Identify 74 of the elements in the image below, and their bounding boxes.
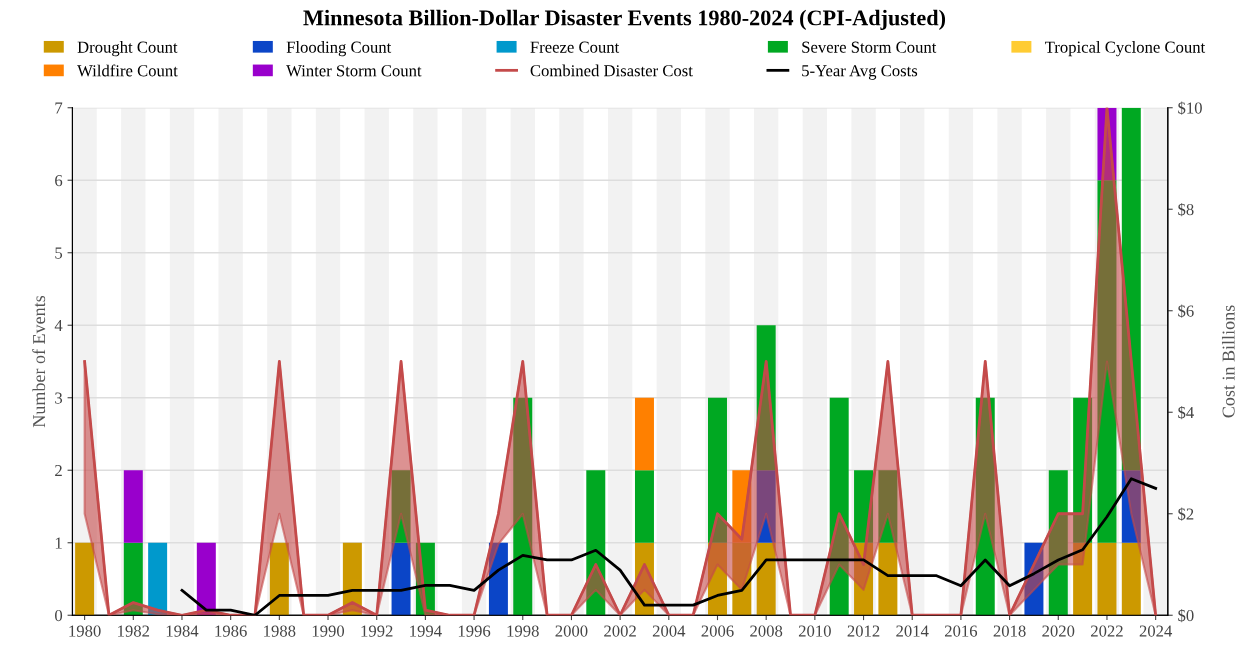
x-tick-label: 2006 <box>701 625 734 637</box>
bar <box>123 470 143 543</box>
x-tick-label: 1986 <box>215 625 247 637</box>
x-tick-label: 1988 <box>264 625 296 637</box>
bar <box>196 542 216 616</box>
y-tick-label: 1 <box>55 537 62 549</box>
bar <box>1097 542 1117 616</box>
x-tick-label: 1990 <box>312 625 345 637</box>
x-tick-label: 2024 <box>1139 625 1173 637</box>
x-tick-label: 1982 <box>118 625 150 637</box>
x-tick-label: 2014 <box>896 625 929 637</box>
legend-label: Freeze Count <box>530 41 620 53</box>
chart-title: Minnesota Billion-Dollar Disaster Events 1980-2024 (CPI-Adjusted) <box>303 9 946 30</box>
legend-label: Drought Count <box>77 41 178 57</box>
bar <box>586 470 606 616</box>
bar <box>342 542 362 616</box>
x-tick-label: 2000 <box>555 625 588 637</box>
x-tick-label: 1994 <box>410 625 442 637</box>
x-tick-label: 2004 <box>652 625 686 637</box>
x-tick-label: 1984 <box>166 625 199 637</box>
y2-tick-label: $4 <box>1178 405 1194 420</box>
x-tick-label: 2022 <box>1091 625 1123 637</box>
legend-label: Wildfire Count <box>77 64 178 77</box>
y2-tick-label: $10 <box>1178 101 1202 115</box>
bar <box>756 470 776 543</box>
bar <box>634 397 654 471</box>
legend-label: Severe Storm Count <box>802 41 937 53</box>
bar <box>391 542 411 616</box>
x-tick-label: 2002 <box>604 625 636 637</box>
x-tick-label: 2018 <box>993 625 1026 637</box>
bar <box>708 542 727 616</box>
bar <box>123 542 143 616</box>
y-tick-label: 5 <box>55 247 63 259</box>
legend-label: Flooding Count <box>286 41 392 57</box>
bar <box>878 542 898 616</box>
bar <box>756 542 776 616</box>
bar <box>391 470 411 543</box>
bar <box>634 470 654 543</box>
bar <box>269 542 289 616</box>
bar <box>732 542 752 616</box>
bar <box>1121 542 1141 616</box>
bar <box>1121 470 1141 543</box>
x-tick-label: 1980 <box>69 625 101 637</box>
y-tick-label: 0 <box>55 609 63 622</box>
y-tick-label: 7 <box>55 102 63 114</box>
x-tick-label: 2010 <box>798 625 831 637</box>
bar <box>148 542 168 616</box>
x-tick-label: 2020 <box>1042 625 1075 637</box>
y-tick-label: 2 <box>55 464 62 477</box>
y2-tick-label: $8 <box>1178 202 1194 217</box>
x-tick-label: 1996 <box>458 625 491 637</box>
y2-tick-label: $6 <box>1178 304 1194 318</box>
x-tick-label: 1992 <box>361 625 393 637</box>
y-axis-title: Number of Events <box>32 295 46 428</box>
x-tick-label: 2008 <box>750 625 783 637</box>
x-tick-label: 1998 <box>507 625 539 637</box>
x-tick-label: 2012 <box>847 625 880 637</box>
y-tick-label: 3 <box>55 392 63 404</box>
y2-tick-label: $2 <box>1178 507 1194 521</box>
legend-label: 5-Year Avg Costs <box>802 65 918 80</box>
y2-axis-title: Cost in Billions <box>1221 305 1235 418</box>
bar <box>878 470 898 543</box>
bar <box>75 542 95 616</box>
y-tick-label: 4 <box>54 320 63 332</box>
y-tick-label: 6 <box>55 174 63 187</box>
x-tick-label: 2016 <box>944 625 978 637</box>
legend-label: Winter Storm Count <box>286 65 422 77</box>
y2-tick-label: $0 <box>1178 608 1194 623</box>
bar <box>1048 470 1068 616</box>
legend-label: Combined Disaster Cost <box>530 64 693 77</box>
bar <box>708 397 727 543</box>
bar <box>488 542 508 616</box>
bar <box>1073 542 1093 616</box>
legend-label: Tropical Cyclone Count <box>1045 41 1206 57</box>
